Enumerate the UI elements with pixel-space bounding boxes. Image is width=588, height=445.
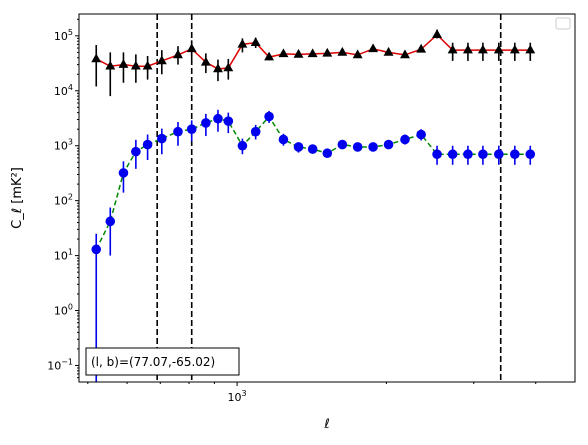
series-triangle-point — [352, 49, 363, 59]
y-tick-label: 103 — [54, 138, 73, 153]
y-tick-exponent: 5 — [68, 28, 73, 37]
series-circle-point — [213, 113, 223, 124]
annotation-box: (l, b)=(77.07,-65.02) — [85, 347, 240, 376]
series-circle-point — [383, 139, 394, 150]
series-circle-point — [142, 139, 153, 150]
series-triangle-point — [432, 29, 442, 38]
series-triangle-point — [250, 37, 261, 47]
y-tick-base: 10 — [54, 30, 68, 43]
series-circle-point — [432, 149, 442, 160]
series-circle-point — [157, 133, 167, 144]
series-triangle-point — [264, 51, 275, 61]
series-triangle-point — [525, 44, 536, 54]
series-triangle-point — [278, 48, 289, 58]
series-triangle-point — [307, 48, 318, 58]
legend-box — [555, 17, 571, 30]
series-circle-point — [463, 149, 473, 160]
series-circle-point — [186, 124, 197, 134]
x-tick-label: 103 — [228, 389, 247, 404]
series-circle-point — [173, 126, 183, 137]
series-circle-point — [250, 126, 261, 137]
series-triangle-point — [105, 60, 116, 70]
series-triangle-point — [322, 47, 333, 57]
series-circle-point — [494, 149, 504, 160]
series-triangle-point — [493, 44, 504, 54]
series-triangle-point — [130, 60, 141, 70]
series-triangle-point — [142, 60, 153, 70]
series-circle-point — [478, 149, 488, 160]
series-circle-point — [416, 129, 426, 140]
y-tick-exponent: 1 — [68, 248, 73, 257]
series-triangle-point — [173, 49, 183, 59]
y-tick-base: 10 — [47, 359, 61, 372]
axes-frame — [78, 13, 576, 383]
y-tick-base: 10 — [54, 195, 68, 208]
y-tick-label: 104 — [54, 83, 73, 98]
series-triangle-point — [462, 44, 473, 54]
series-triangle-point — [509, 44, 520, 54]
series-triangle-point — [293, 48, 304, 58]
series-triangle-point — [200, 56, 211, 66]
x-tick-base: 10 — [228, 391, 242, 404]
y-tick-base: 10 — [54, 305, 68, 318]
series-circle-point — [447, 149, 458, 160]
series-circle-point — [131, 146, 141, 157]
y-axis-label: C_ℓ [mK²] — [10, 167, 25, 229]
series-triangle-point — [400, 49, 410, 59]
annotation-text: (l, b)=(77.07,-65.02) — [91, 355, 215, 369]
y-tick-exponent: −1 — [61, 357, 73, 366]
x-axis-label: ℓ — [323, 417, 329, 432]
series-triangle-point — [383, 46, 394, 56]
series-triangle-point — [477, 44, 488, 54]
series-circle-point — [278, 134, 289, 145]
series-triangle-point — [368, 43, 379, 53]
y-tick-base: 10 — [54, 85, 68, 98]
series-triangle-point — [237, 38, 248, 48]
y-tick-label: 100 — [54, 303, 73, 318]
y-tick-exponent: 4 — [68, 83, 73, 92]
series-circle-point — [105, 216, 116, 227]
series-triangle-point — [118, 59, 129, 68]
plot-area — [91, 14, 536, 382]
y-tick-label: 101 — [54, 248, 73, 263]
series-triangle-point — [223, 62, 234, 72]
series-circle-point — [510, 149, 520, 160]
series-circle-point — [368, 142, 378, 152]
y-tick-base: 10 — [54, 250, 68, 263]
series-triangle-point — [186, 43, 197, 53]
series-triangle-point — [213, 63, 223, 73]
series-triangle-point — [447, 44, 458, 54]
series-triangle-point — [337, 46, 348, 56]
series-triangle-point — [416, 43, 427, 53]
y-tick-label: 102 — [54, 193, 73, 208]
series-circle-point — [91, 244, 102, 255]
series-circle-point — [400, 134, 410, 145]
series-circle-point — [293, 142, 304, 152]
y-tick-label: 105 — [54, 28, 73, 43]
y-tick-label: 10−1 — [47, 357, 73, 372]
series-triangle-point — [91, 53, 102, 63]
series-circle-point — [352, 142, 363, 152]
series-circle-point — [307, 144, 318, 154]
series-triangle-point — [156, 55, 167, 65]
series-circle-point — [201, 118, 211, 128]
series-circle-point — [223, 116, 234, 126]
y-tick-exponent: 0 — [68, 303, 73, 312]
series-circle-point — [118, 168, 129, 178]
series-circle-point — [237, 140, 248, 151]
series-circle-point — [337, 139, 348, 150]
y-tick-base: 10 — [54, 140, 68, 153]
x-tick-exponent: 3 — [242, 389, 247, 398]
y-tick-exponent: 3 — [68, 138, 73, 147]
series-circle-point — [322, 148, 333, 159]
series-circle-point — [264, 111, 274, 122]
y-tick-exponent: 2 — [68, 193, 73, 202]
series-circle-point — [525, 149, 536, 160]
